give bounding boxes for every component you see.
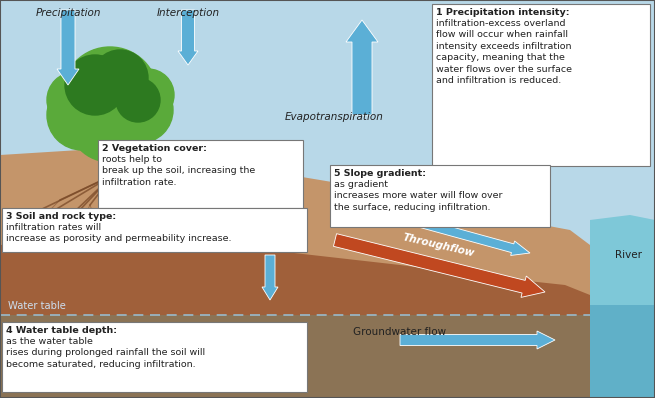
Circle shape xyxy=(47,80,117,150)
Circle shape xyxy=(62,47,158,143)
Text: 1 Precipitation intensity:: 1 Precipitation intensity: xyxy=(436,8,569,17)
FancyArrow shape xyxy=(57,10,79,85)
Text: as the water table
rises during prolonged rainfall the soil will
become saturate: as the water table rises during prolonge… xyxy=(6,337,205,369)
Text: Water table: Water table xyxy=(8,301,66,311)
Text: 2 Vegetation cover:: 2 Vegetation cover: xyxy=(102,144,207,153)
Circle shape xyxy=(116,78,160,122)
Text: as gradient
increases more water will flow over
the surface, reducing infiltrati: as gradient increases more water will fl… xyxy=(334,180,502,212)
Polygon shape xyxy=(590,305,655,398)
Text: Infiltration: Infiltration xyxy=(233,182,287,192)
Text: Groundwater flow: Groundwater flow xyxy=(354,327,447,337)
Circle shape xyxy=(107,77,173,143)
Text: 3 Soil and rock type:: 3 Soil and rock type: xyxy=(6,212,116,221)
FancyBboxPatch shape xyxy=(2,208,307,252)
FancyBboxPatch shape xyxy=(330,165,550,227)
Circle shape xyxy=(47,72,103,128)
Circle shape xyxy=(122,69,174,121)
FancyArrow shape xyxy=(354,201,530,256)
FancyBboxPatch shape xyxy=(2,322,307,392)
Circle shape xyxy=(92,50,148,106)
Text: River: River xyxy=(614,250,641,260)
Polygon shape xyxy=(0,150,655,398)
Text: infiltration-excess overland
flow will occur when rainfall
intensity exceeds inf: infiltration-excess overland flow will o… xyxy=(436,19,572,85)
Text: 4 Water table depth:: 4 Water table depth: xyxy=(6,326,117,335)
Text: Interception: Interception xyxy=(157,8,219,18)
FancyArrow shape xyxy=(346,20,378,115)
Text: 5 Slope gradient:: 5 Slope gradient: xyxy=(334,169,426,178)
FancyArrow shape xyxy=(333,234,545,297)
Circle shape xyxy=(65,55,125,115)
FancyArrow shape xyxy=(250,195,266,237)
FancyArrow shape xyxy=(178,10,198,65)
Polygon shape xyxy=(108,160,118,185)
Text: Surface runoff: Surface runoff xyxy=(395,172,469,200)
Circle shape xyxy=(68,78,152,162)
Text: roots help to
break up the soil, increasing the
infiltration rate.: roots help to break up the soil, increas… xyxy=(102,155,255,187)
Polygon shape xyxy=(0,315,655,398)
Text: Evapotranspiration: Evapotranspiration xyxy=(285,112,384,122)
Text: Throughflow: Throughflow xyxy=(401,232,475,258)
Text: Precipitation: Precipitation xyxy=(35,8,101,18)
FancyArrow shape xyxy=(400,331,555,349)
Text: infiltration rates will
increase as porosity and permeability increase.: infiltration rates will increase as poro… xyxy=(6,223,231,243)
FancyArrow shape xyxy=(262,255,278,300)
Text: Percolation: Percolation xyxy=(243,242,301,252)
FancyBboxPatch shape xyxy=(432,4,650,166)
Polygon shape xyxy=(590,215,655,398)
FancyBboxPatch shape xyxy=(98,140,303,208)
Polygon shape xyxy=(0,238,655,398)
